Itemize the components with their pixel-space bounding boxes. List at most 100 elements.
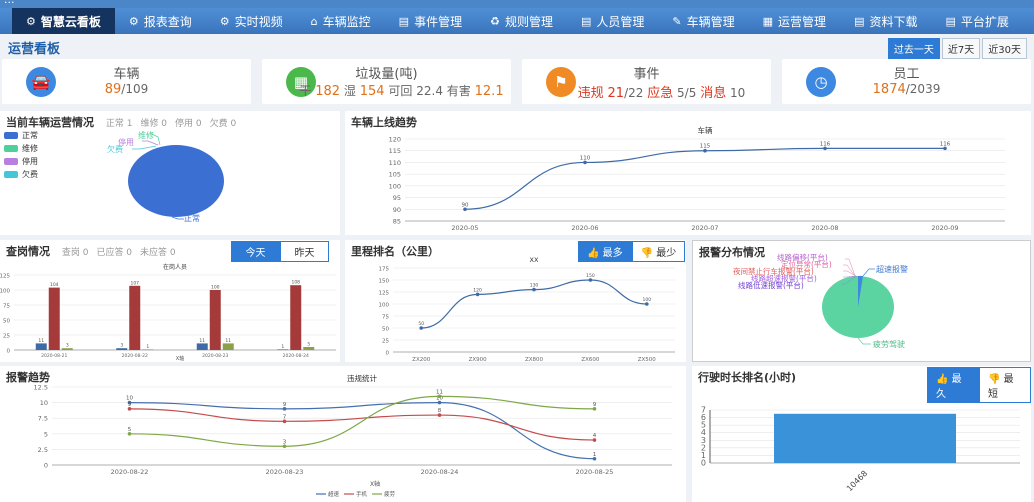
data-label: 3 bbox=[120, 343, 123, 349]
car-icon: 🚘 bbox=[26, 67, 56, 97]
y-tick-label: 100 bbox=[0, 289, 10, 295]
panel-title: 当前车辆运营情况 bbox=[6, 116, 94, 129]
title-bar: ... bbox=[0, 0, 1034, 8]
y-tick-label: 7.5 bbox=[38, 415, 48, 423]
data-point bbox=[588, 278, 593, 282]
nav-item-vehicles[interactable]: ✎ 车辆管理 bbox=[672, 14, 735, 29]
legend-item[interactable]: 停用 bbox=[4, 155, 38, 168]
list-icon: ▤ bbox=[945, 14, 956, 28]
legend-label: 超速 bbox=[328, 490, 340, 498]
x-tick-label: ZX500 bbox=[638, 357, 657, 362]
panel-title: 里程排名（公里） bbox=[351, 245, 439, 258]
data-point bbox=[127, 407, 132, 411]
data-label: 116 bbox=[940, 141, 951, 147]
pie-label: 线路低速报警(平台) bbox=[738, 280, 804, 290]
nav-item-extension[interactable]: ▤ 平台扩展 bbox=[945, 14, 1009, 29]
longest-button[interactable]: 👍 最久 bbox=[927, 367, 979, 403]
staff-total-count: /2039 bbox=[905, 82, 941, 96]
most-button[interactable]: 👍 最多 bbox=[578, 241, 632, 262]
data-point bbox=[437, 400, 442, 405]
today-button[interactable]: 今天 bbox=[231, 241, 280, 262]
calendar-icon: ▦ bbox=[762, 14, 774, 28]
pie-label: 维修 bbox=[138, 130, 154, 140]
legend-item[interactable]: 维修 bbox=[4, 142, 38, 155]
nav-item-dashboard[interactable]: ⚙ 智慧云看板 bbox=[12, 8, 115, 34]
data-point bbox=[282, 444, 287, 449]
list-icon: ▤ bbox=[580, 14, 592, 28]
card-title: 垃圾量(吨) bbox=[355, 67, 418, 82]
data-label: 120 bbox=[473, 287, 482, 293]
series-line bbox=[129, 408, 595, 441]
range-30-day-button[interactable]: 近30天 bbox=[982, 38, 1027, 59]
data-point bbox=[943, 146, 947, 151]
x-tick-label: 2020-08-22 bbox=[122, 353, 148, 359]
legend-item[interactable]: 欠费 bbox=[4, 168, 38, 181]
alarm-distribution-pie: 超速报警 疲劳驾驶 线路偏移(平台) 定位异常(平台) 夜间禁止行车报警(平台)… bbox=[733, 252, 908, 349]
data-point bbox=[583, 160, 587, 165]
range-7-day-button[interactable]: 近7天 bbox=[941, 38, 981, 59]
x-tick-label: 2020-08-22 bbox=[111, 468, 149, 476]
bar bbox=[303, 347, 315, 350]
x-tick-label: 2020-08-23 bbox=[266, 468, 304, 476]
y-tick-label: 110 bbox=[389, 159, 401, 167]
data-label: 150 bbox=[586, 273, 595, 279]
checkin-panel: 查岗情况 查岗 0 已应答 0 未应答 0 今天 昨天 0 25 50 75 100 125 在… bbox=[0, 240, 340, 362]
data-label: 107 bbox=[130, 280, 139, 286]
data-point bbox=[592, 407, 597, 411]
time-range-selector: 过去一天 近7天 近30天 bbox=[887, 38, 1027, 59]
nav-item-events[interactable]: ▤ 事件管理 bbox=[398, 14, 463, 29]
series-line bbox=[464, 147, 945, 210]
bar bbox=[209, 290, 221, 350]
nav-item-rules[interactable]: ♻ 规则管理 bbox=[490, 14, 553, 29]
nav-item-video[interactable]: ⚙ 实时视频 bbox=[219, 14, 283, 29]
online-trend-panel: 车辆上线趋势 85 90 95 100 105 110 115 120 车辆 2020-05 202… bbox=[345, 111, 1031, 235]
x-tick-label: ZX800 bbox=[525, 357, 544, 362]
data-label: 5 bbox=[307, 342, 310, 348]
series-line bbox=[129, 395, 595, 447]
home-icon: ⌂ bbox=[310, 14, 318, 28]
data-point bbox=[437, 413, 442, 417]
y-tick-label: 115 bbox=[389, 147, 401, 155]
nav-item-operations[interactable]: ▦ 运营管理 bbox=[762, 14, 827, 29]
pie-label: 夜间禁止行车报警(平台) bbox=[733, 266, 814, 276]
pie-slice-normal bbox=[128, 145, 224, 217]
vehicle-total-count: /109 bbox=[121, 82, 149, 96]
y-tick-label: 150 bbox=[379, 279, 390, 285]
bar bbox=[35, 343, 47, 350]
y-tick-label: 6 bbox=[701, 413, 706, 422]
bar bbox=[196, 343, 208, 350]
nav-item-staff[interactable]: ▤ 人员管理 bbox=[580, 14, 645, 29]
legend-item[interactable]: 正常 bbox=[4, 129, 38, 142]
y-tick-label: 50 bbox=[382, 327, 389, 333]
data-label: 9 bbox=[283, 402, 287, 408]
least-button[interactable]: 👎 最少 bbox=[631, 241, 686, 262]
panel-title: 报警分布情况 bbox=[699, 246, 765, 259]
thumbs-up-icon: 👍 bbox=[936, 374, 952, 385]
list-icon: ▤ bbox=[398, 14, 410, 28]
x-tick-label: 2020-09 bbox=[931, 224, 958, 232]
x-axis-title: X轴 bbox=[176, 355, 184, 362]
alarm-trend-panel: 报警趋势 0 2.5 5 7.5 10 12.5 违规统计 2020-08-22 2020-08… bbox=[0, 366, 686, 502]
y-tick-label: 100 bbox=[379, 303, 390, 309]
nav-item-vehicle-monitor[interactable]: ⌂ 车辆监控 bbox=[310, 14, 371, 29]
data-label: 7 bbox=[283, 414, 287, 420]
shortest-button[interactable]: 👎 最短 bbox=[979, 367, 1031, 403]
yesterday-button[interactable]: 昨天 bbox=[280, 241, 329, 262]
data-label: 100 bbox=[211, 285, 220, 291]
data-label: 3 bbox=[283, 439, 287, 445]
x-tick-label: 2020-08-24 bbox=[283, 353, 309, 359]
data-label: 115 bbox=[700, 144, 711, 150]
pie-label: 定位异常(平台) bbox=[781, 259, 832, 269]
data-point bbox=[532, 287, 536, 292]
nav-item-reports[interactable]: ⚙ 报表查询 bbox=[128, 14, 192, 29]
bar bbox=[61, 348, 73, 350]
x-tick-label: 2020-08-25 bbox=[576, 468, 614, 476]
bar bbox=[277, 349, 289, 350]
nav-item-downloads[interactable]: ▤ 资料下载 bbox=[854, 14, 918, 29]
checkin-chart: 0255075100125在岗人员2020-08-211110432020-08… bbox=[0, 263, 336, 362]
x-tick-label: 2020-07 bbox=[691, 224, 718, 232]
x-axis-title: X轴 bbox=[370, 480, 380, 488]
range-1-day-button[interactable]: 过去一天 bbox=[887, 38, 940, 59]
data-label: 4 bbox=[593, 433, 597, 439]
